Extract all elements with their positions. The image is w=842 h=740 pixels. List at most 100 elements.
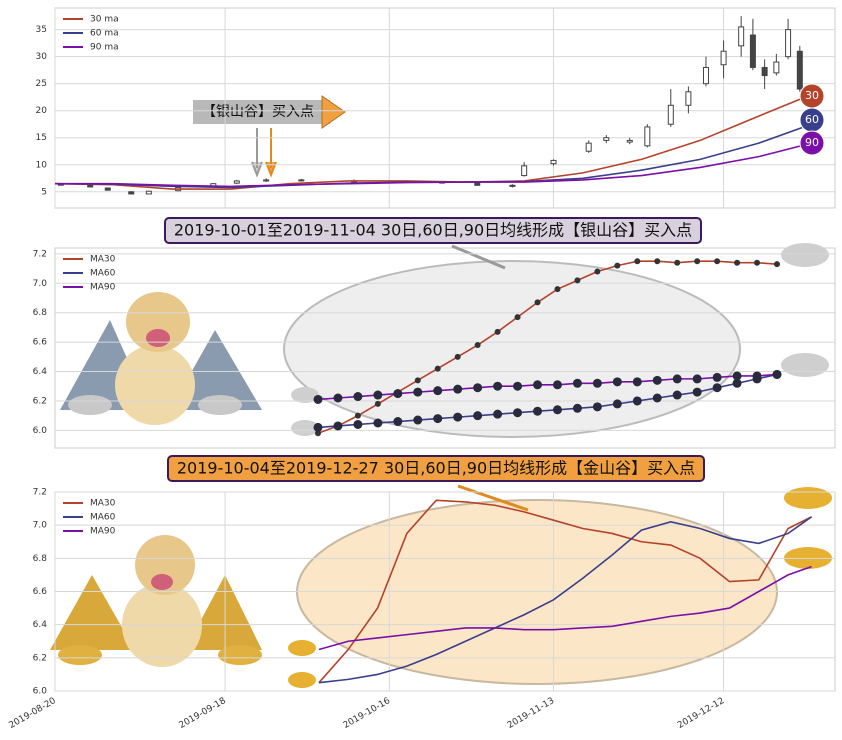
series-marker	[434, 365, 441, 372]
x-tick-label: 2019-08-20	[7, 696, 58, 731]
y-tick-label: 35	[36, 25, 47, 35]
series-marker	[634, 258, 641, 265]
series-marker	[513, 381, 523, 391]
series-marker	[433, 386, 443, 396]
series-marker	[732, 371, 742, 381]
series-marker	[413, 387, 423, 397]
y-tick-label: 6.4	[33, 620, 48, 630]
candle-body	[685, 91, 692, 106]
legend-label: 90 ma	[90, 43, 119, 53]
series-marker	[572, 403, 582, 413]
series-marker	[453, 412, 463, 422]
y-tick-label: 7.2	[33, 488, 47, 498]
x-tick-label: 2019-12-12	[676, 696, 726, 731]
series-marker	[373, 390, 383, 400]
series-marker	[554, 286, 561, 293]
series-marker	[552, 380, 562, 390]
y-tick-label: 6.0	[33, 687, 48, 697]
series-marker	[712, 383, 722, 393]
series-marker	[614, 262, 621, 269]
series-marker	[354, 412, 361, 419]
series-marker	[414, 377, 421, 384]
candle-body	[720, 50, 727, 66]
series-marker	[714, 258, 721, 265]
annotation-arrow	[265, 128, 277, 178]
y-tick-label: 6.2	[33, 653, 47, 663]
y-tick-label: 6.0	[33, 426, 48, 436]
y-tick-label: 6.6	[33, 338, 48, 348]
annotation-arrow	[321, 95, 346, 129]
badge-label: 90	[805, 136, 819, 149]
series-marker	[413, 415, 423, 425]
series-marker	[473, 411, 483, 421]
candle-body	[263, 179, 270, 182]
candle-body	[761, 66, 768, 77]
annotation-arrow	[451, 244, 506, 270]
y-tick-label: 20	[36, 106, 48, 116]
legend-label: MA60	[90, 269, 116, 279]
y-tick-label: 5	[41, 187, 47, 197]
y-tick-label: 6.8	[33, 308, 48, 318]
series-marker	[393, 389, 403, 399]
series-marker	[493, 381, 503, 391]
candle-body	[509, 184, 516, 187]
series-marker	[752, 371, 762, 381]
series-marker	[594, 268, 601, 275]
candle-body	[603, 137, 610, 141]
series-line	[55, 142, 812, 188]
series-marker	[514, 314, 521, 321]
series-marker	[772, 369, 782, 379]
series-marker	[494, 328, 501, 335]
candle-body	[738, 26, 745, 47]
series-marker	[754, 259, 761, 266]
series-line	[318, 565, 812, 651]
series-marker	[374, 400, 381, 407]
candle-body	[233, 180, 240, 184]
series-marker	[453, 384, 463, 394]
series-marker	[592, 402, 602, 412]
candle-body	[702, 66, 709, 85]
series-marker	[732, 378, 742, 388]
candle-body	[667, 104, 674, 125]
candle-body	[87, 184, 94, 188]
annotation-arrow	[457, 484, 529, 512]
candle-body	[104, 187, 111, 191]
badge-label: 60	[805, 113, 819, 126]
highlight-ellipse	[283, 260, 741, 438]
series-marker	[513, 408, 523, 418]
series-line	[318, 499, 812, 684]
series-marker	[712, 372, 722, 382]
series-marker	[654, 258, 661, 265]
series-marker	[632, 377, 642, 387]
series-line	[318, 516, 813, 684]
y-tick-label: 7.2	[33, 249, 47, 259]
series-marker	[313, 394, 323, 404]
y-tick-label: 6.6	[33, 587, 48, 597]
candle-body	[128, 191, 135, 195]
series-marker	[313, 422, 323, 432]
series-marker	[632, 396, 642, 406]
x-tick-label: 2019-09-18	[178, 696, 229, 731]
legend-label: MA90	[90, 283, 116, 293]
legend-label: MA90	[90, 527, 116, 537]
y-tick-label: 15	[36, 133, 47, 143]
series-marker	[612, 377, 622, 387]
series-marker	[674, 259, 681, 266]
legend-label: MA30	[90, 499, 116, 509]
series-marker	[433, 414, 443, 424]
series-marker	[672, 374, 682, 384]
chart-title: 2019-10-01至2019-11-04 30日,60日,90日均线形成【银山…	[174, 221, 692, 240]
candle-body	[644, 126, 651, 147]
title-box	[164, 217, 702, 244]
series-marker	[574, 277, 581, 284]
series-marker	[592, 378, 602, 388]
badge-label: 30	[805, 89, 819, 102]
series-marker	[534, 299, 541, 306]
series-marker	[612, 399, 622, 409]
series-marker	[694, 258, 701, 265]
candle-body	[585, 142, 592, 152]
annotation: 【银山谷】买入点	[202, 104, 314, 120]
y-tick-label: 25	[36, 79, 47, 89]
y-tick-label: 7.0	[33, 521, 48, 531]
